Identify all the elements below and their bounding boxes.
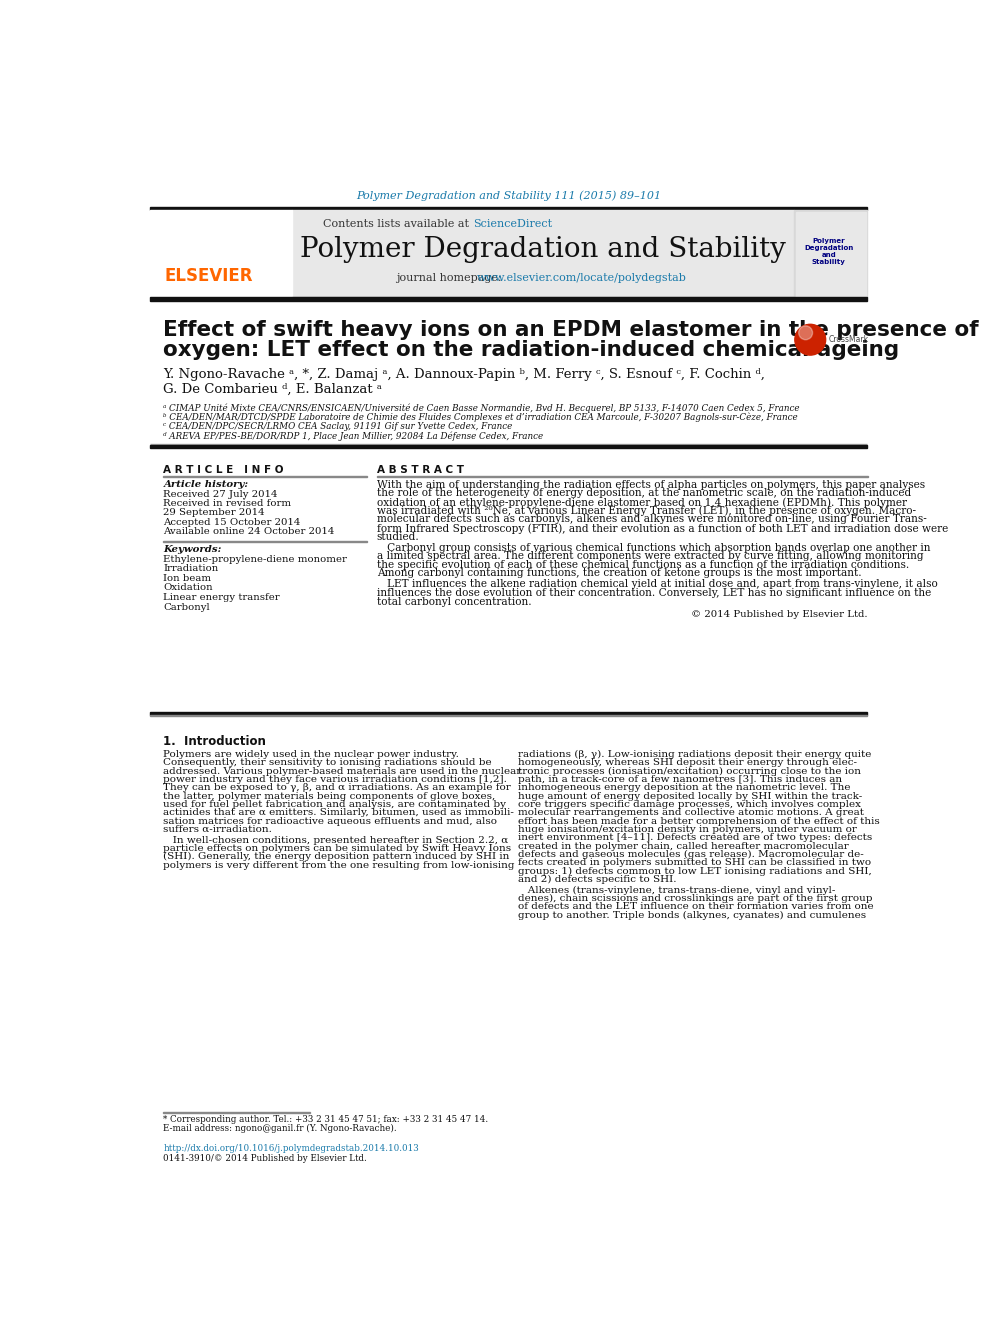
Text: defects and gaseous molecules (gas release). Macromolecular de-: defects and gaseous molecules (gas relea… <box>518 849 863 859</box>
Text: fects created in polymers submitted to SHI can be classified in two: fects created in polymers submitted to S… <box>518 859 871 868</box>
Text: Keywords:: Keywords: <box>164 545 222 553</box>
Text: CrossMark: CrossMark <box>828 335 869 344</box>
Text: Consequently, their sensitivity to ionising radiations should be: Consequently, their sensitivity to ionis… <box>164 758 492 767</box>
Text: www.elsevier.com/locate/polydegstab: www.elsevier.com/locate/polydegstab <box>477 273 686 283</box>
Text: http://dx.doi.org/10.1016/j.polymdegradstab.2014.10.013: http://dx.doi.org/10.1016/j.polymdegrads… <box>164 1144 420 1154</box>
Text: Polymer Degradation and Stability: Polymer Degradation and Stability <box>301 235 786 263</box>
Text: They can be exposed to γ, β, and α irradiations. As an example for: They can be exposed to γ, β, and α irrad… <box>164 783 511 792</box>
Text: a limited spectral area. The different components were extracted by curve fittin: a limited spectral area. The different c… <box>377 552 924 561</box>
Text: © 2014 Published by Elsevier Ltd.: © 2014 Published by Elsevier Ltd. <box>691 610 868 619</box>
Bar <box>150 446 867 448</box>
Text: ᶜ CEA/DEN/DPC/SECR/LRMO CEA Saclay, 91191 Gif sur Yvette Cedex, France: ᶜ CEA/DEN/DPC/SECR/LRMO CEA Saclay, 9119… <box>164 422 513 431</box>
Text: sation matrices for radioactive aqueous effluents and mud, also: sation matrices for radioactive aqueous … <box>164 816 497 826</box>
Text: ScienceDirect: ScienceDirect <box>473 220 553 229</box>
Text: Contents lists available at: Contents lists available at <box>323 220 473 229</box>
Bar <box>794 210 867 298</box>
Text: addressed. Various polymer-based materials are used in the nuclear: addressed. Various polymer-based materia… <box>164 767 522 775</box>
Text: ᵇ CEA/DEN/MAR/DTCD/SPDE Laboratoire de Chimie des Fluides Complexes et d’irradia: ᵇ CEA/DEN/MAR/DTCD/SPDE Laboratoire de C… <box>164 413 799 422</box>
Text: homogeneously, whereas SHI deposit their energy through elec-: homogeneously, whereas SHI deposit their… <box>518 758 857 767</box>
Text: Effect of swift heavy ions on an EPDM elastomer in the presence of: Effect of swift heavy ions on an EPDM el… <box>164 320 979 340</box>
Text: Carbonyl group consists of various chemical functions which absorption bands ove: Carbonyl group consists of various chemi… <box>377 542 930 553</box>
Text: Received 27 July 2014: Received 27 July 2014 <box>164 490 278 499</box>
Text: Linear energy transfer: Linear energy transfer <box>164 593 280 602</box>
Text: Polymer
Degradation
and
Stability: Polymer Degradation and Stability <box>805 238 853 265</box>
Text: Irradiation: Irradiation <box>164 564 218 573</box>
Text: the role of the heterogeneity of energy deposition, at the nanometric scale, on : the role of the heterogeneity of energy … <box>377 488 911 499</box>
Text: denes), chain scissions and crosslinkings are part of the first group: denes), chain scissions and crosslinking… <box>518 894 872 902</box>
Text: ᵈ AREVA EP/PES-BE/DOR/RDP 1, Place Jean Millier, 92084 La Défense Cedex, France: ᵈ AREVA EP/PES-BE/DOR/RDP 1, Place Jean … <box>164 431 544 441</box>
Text: of defects and the LET influence on their formation varies from one: of defects and the LET influence on thei… <box>518 902 873 912</box>
Circle shape <box>799 325 812 340</box>
Bar <box>150 210 292 298</box>
Text: actinides that are α emitters. Similarly, bitumen, used as immobili-: actinides that are α emitters. Similarly… <box>164 808 514 818</box>
Text: core triggers specific damage processes, which involves complex: core triggers specific damage processes,… <box>518 800 861 810</box>
Circle shape <box>795 324 825 355</box>
Text: total carbonyl concentration.: total carbonyl concentration. <box>377 597 532 606</box>
Bar <box>292 210 794 298</box>
Text: huge ionisation/excitation density in polymers, under vacuum or: huge ionisation/excitation density in po… <box>518 826 856 833</box>
Text: journal homepage:: journal homepage: <box>396 273 505 283</box>
Text: * Corresponding author. Tel.: +33 2 31 45 47 51; fax: +33 2 31 45 47 14.: * Corresponding author. Tel.: +33 2 31 4… <box>164 1115 489 1125</box>
Text: the latter, polymer materials being components of glove boxes,: the latter, polymer materials being comp… <box>164 791 496 800</box>
Text: Y. Ngono-Ravache ᵃ, *, Z. Damaj ᵃ, A. Dannoux-Papin ᵇ, M. Ferry ᶜ, S. Esnouf ᶜ, : Y. Ngono-Ravache ᵃ, *, Z. Damaj ᵃ, A. Da… <box>164 368 765 381</box>
Text: ᵃ CIMAP Unité Mixte CEA/CNRS/ENSICAEN/Université de Caen Basse Normandie, Bvd H.: ᵃ CIMAP Unité Mixte CEA/CNRS/ENSICAEN/Un… <box>164 404 800 413</box>
Text: (SHI). Generally, the energy deposition pattern induced by SHI in: (SHI). Generally, the energy deposition … <box>164 852 510 861</box>
Text: A B S T R A C T: A B S T R A C T <box>377 466 463 475</box>
Text: Ion beam: Ion beam <box>164 574 211 583</box>
Text: suffers α-irradiation.: suffers α-irradiation. <box>164 826 273 833</box>
Bar <box>150 298 867 302</box>
Text: group to another. Triple bonds (alkynes, cyanates) and cumulenes: group to another. Triple bonds (alkynes,… <box>518 910 866 919</box>
Text: studied.: studied. <box>377 532 420 541</box>
Text: 1.  Introduction: 1. Introduction <box>164 734 266 747</box>
Text: In well-chosen conditions, presented hereafter in Section 2.2, α: In well-chosen conditions, presented her… <box>164 836 509 844</box>
Text: inhomogeneous energy deposition at the nanometric level. The: inhomogeneous energy deposition at the n… <box>518 783 850 792</box>
Text: ELSEVIER: ELSEVIER <box>165 267 253 284</box>
Text: molecular defects such as carbonyls, alkenes and alkynes were monitored on-line,: molecular defects such as carbonyls, alk… <box>377 515 927 524</box>
Bar <box>796 212 866 296</box>
Text: influences the dose evolution of their concentration. Conversely, LET has no sig: influences the dose evolution of their c… <box>377 587 930 598</box>
Text: Polymer Degradation and Stability 111 (2015) 89–101: Polymer Degradation and Stability 111 (2… <box>356 191 661 201</box>
Text: Article history:: Article history: <box>164 480 249 490</box>
Text: huge amount of energy deposited locally by SHI within the track-: huge amount of energy deposited locally … <box>518 791 862 800</box>
Text: 0141-3910/© 2014 Published by Elsevier Ltd.: 0141-3910/© 2014 Published by Elsevier L… <box>164 1155 367 1163</box>
Text: molecular rearrangements and collective atomic motions. A great: molecular rearrangements and collective … <box>518 808 864 818</box>
Text: Carbonyl: Carbonyl <box>164 603 210 611</box>
Text: and 2) defects specific to SHI.: and 2) defects specific to SHI. <box>518 875 677 884</box>
Text: G. De Combarieu ᵈ, E. Balanzat ᵃ: G. De Combarieu ᵈ, E. Balanzat ᵃ <box>164 384 382 397</box>
Text: the specific evolution of each of these chemical functions as a function of the : the specific evolution of each of these … <box>377 560 909 570</box>
Text: Oxidation: Oxidation <box>164 583 213 593</box>
Text: created in the polymer chain, called hereafter macromolecular: created in the polymer chain, called her… <box>518 841 848 851</box>
Text: A R T I C L E   I N F O: A R T I C L E I N F O <box>164 466 284 475</box>
Text: LET influences the alkene radiation chemical yield at initial dose and, apart fr: LET influences the alkene radiation chem… <box>377 579 937 589</box>
Text: power industry and they face various irradiation conditions [1,2].: power industry and they face various irr… <box>164 775 507 785</box>
Text: Accepted 15 October 2014: Accepted 15 October 2014 <box>164 517 301 527</box>
Text: Among carbonyl containing functions, the creation of ketone groups is the most i: Among carbonyl containing functions, the… <box>377 569 861 578</box>
Text: Received in revised form: Received in revised form <box>164 499 292 508</box>
Text: E-mail address: ngono@ganil.fr (Y. Ngono-Ravache).: E-mail address: ngono@ganil.fr (Y. Ngono… <box>164 1125 397 1134</box>
Text: Alkenes (trans-vinylene, trans-trans-diene, vinyl and vinyl-: Alkenes (trans-vinylene, trans-trans-die… <box>518 885 835 894</box>
Text: inert environment [4–11]. Defects created are of two types: defects: inert environment [4–11]. Defects create… <box>518 833 872 843</box>
Text: polymers is very different from the one resulting from low-ionising: polymers is very different from the one … <box>164 860 515 869</box>
Text: particle effects on polymers can be simulated by Swift Heavy Ions: particle effects on polymers can be simu… <box>164 844 512 853</box>
Text: form Infrared Spectroscopy (FTIR), and their evolution as a function of both LET: form Infrared Spectroscopy (FTIR), and t… <box>377 523 948 533</box>
Text: tronic processes (ionisation/excitation) occurring close to the ion: tronic processes (ionisation/excitation)… <box>518 767 861 775</box>
Text: used for fuel pellet fabrication and analysis, are contaminated by: used for fuel pellet fabrication and ana… <box>164 800 507 810</box>
Text: oxidation of an ethylene-propylene-diene elastomer based on 1,4 hexadiene (EPDMh: oxidation of an ethylene-propylene-diene… <box>377 497 907 508</box>
Text: groups: 1) defects common to low LET ionising radiations and SHI,: groups: 1) defects common to low LET ion… <box>518 867 871 876</box>
Text: Ethylene-propylene-diene monomer: Ethylene-propylene-diene monomer <box>164 554 347 564</box>
Text: With the aim of understanding the radiation effects of alpha particles on polyme: With the aim of understanding the radiat… <box>377 480 925 490</box>
Text: 29 September 2014: 29 September 2014 <box>164 508 265 517</box>
Text: Available online 24 October 2014: Available online 24 October 2014 <box>164 527 335 536</box>
Text: Polymers are widely used in the nuclear power industry.: Polymers are widely used in the nuclear … <box>164 750 459 759</box>
Bar <box>150 206 867 210</box>
Text: effort has been made for a better comprehension of the effect of this: effort has been made for a better compre… <box>518 816 879 826</box>
Text: radiations (β, γ). Low-ionising radiations deposit their energy quite: radiations (β, γ). Low-ionising radiatio… <box>518 750 871 759</box>
Text: oxygen: LET effect on the radiation-induced chemical ageing: oxygen: LET effect on the radiation-indu… <box>164 340 900 360</box>
Text: was irradiated with ²⁰Ne, at various Linear Energy Transfer (LET), in the presen: was irradiated with ²⁰Ne, at various Lin… <box>377 505 916 516</box>
Bar <box>150 712 867 714</box>
Text: path, in a track-core of a few nanometres [3]. This induces an: path, in a track-core of a few nanometre… <box>518 775 842 785</box>
